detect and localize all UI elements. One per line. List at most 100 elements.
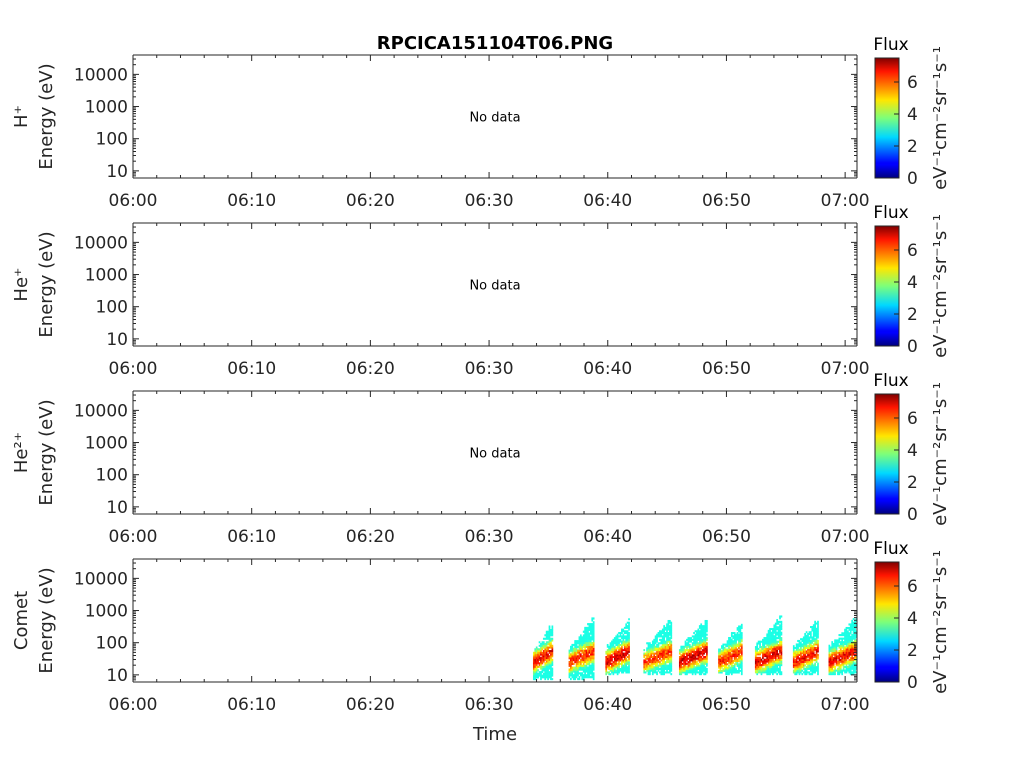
flux-cell bbox=[628, 657, 630, 660]
flux-cell bbox=[667, 619, 670, 622]
flux-cell bbox=[728, 636, 730, 639]
flux-cell bbox=[834, 673, 836, 676]
flux-cell bbox=[646, 652, 648, 655]
flux-cell bbox=[551, 678, 554, 681]
flux-cell bbox=[623, 647, 626, 650]
flux-cell bbox=[548, 650, 551, 653]
flux-cell bbox=[591, 642, 594, 645]
flux-cell bbox=[570, 677, 572, 681]
flux-cell bbox=[541, 653, 544, 656]
flux-cell bbox=[591, 638, 594, 641]
flux-cell bbox=[697, 630, 700, 633]
flux-cell bbox=[550, 653, 552, 656]
flux-cell bbox=[815, 666, 818, 669]
flux-cell bbox=[581, 677, 584, 681]
flux-cell bbox=[545, 648, 548, 651]
flux-cell bbox=[545, 676, 548, 679]
flux-cell bbox=[574, 677, 576, 681]
flux-cell bbox=[811, 636, 814, 639]
colorbar-units: eV⁻¹cm⁻²sr⁻¹s⁻¹ bbox=[930, 382, 951, 526]
flux-cell bbox=[688, 669, 691, 672]
flux-cell bbox=[628, 650, 630, 653]
flux-cell bbox=[774, 635, 777, 638]
flux-cell bbox=[592, 623, 595, 626]
flux-cell bbox=[852, 653, 855, 656]
flux-cell bbox=[613, 650, 616, 653]
flux-cell bbox=[581, 647, 584, 650]
y-tick-label: 1000 bbox=[85, 434, 128, 454]
flux-cell bbox=[697, 657, 700, 660]
flux-cell bbox=[832, 653, 835, 656]
flux-cell bbox=[854, 630, 856, 633]
flux-cell bbox=[577, 659, 579, 662]
flux-cell bbox=[844, 671, 846, 674]
flux-cell bbox=[831, 644, 834, 647]
flux-cell bbox=[680, 669, 683, 672]
flux-cell bbox=[738, 643, 740, 646]
flux-cell bbox=[774, 665, 777, 668]
flux-cell bbox=[535, 667, 538, 670]
flux-cell bbox=[538, 644, 541, 647]
flux-cell bbox=[681, 652, 684, 655]
flux-cell bbox=[730, 650, 733, 653]
flux-cell bbox=[831, 651, 834, 654]
flux-cell bbox=[779, 633, 781, 636]
flux-cell bbox=[815, 632, 818, 636]
flux-cell bbox=[572, 651, 575, 654]
flux-cell bbox=[706, 628, 708, 631]
flux-cell bbox=[766, 658, 769, 661]
flux-cell bbox=[797, 646, 799, 649]
flux-cell bbox=[582, 642, 585, 645]
flux-cell bbox=[589, 672, 592, 675]
flux-cell bbox=[687, 657, 690, 660]
flux-cell bbox=[657, 652, 660, 655]
x-tick-label: 06:10 bbox=[227, 359, 276, 379]
flux-cell bbox=[578, 653, 581, 656]
flux-cell bbox=[592, 624, 595, 628]
flux-cell bbox=[841, 673, 844, 676]
flux-cell bbox=[669, 631, 671, 635]
flux-cell bbox=[706, 637, 708, 640]
flux-cell bbox=[811, 648, 814, 651]
flux-cell bbox=[542, 637, 545, 640]
flux-cell bbox=[626, 625, 629, 628]
flux-cell bbox=[669, 643, 671, 647]
flux-cell bbox=[663, 659, 666, 662]
flux-cell bbox=[646, 647, 648, 650]
flux-cell bbox=[772, 667, 774, 670]
flux-cell bbox=[659, 638, 661, 641]
flux-cell bbox=[587, 628, 589, 631]
flux-cell bbox=[774, 637, 777, 640]
flux-cell bbox=[779, 665, 781, 668]
flux-cell bbox=[693, 635, 695, 638]
flux-cell bbox=[616, 659, 619, 662]
flux-cell bbox=[544, 643, 547, 646]
flux-cell bbox=[575, 660, 578, 664]
flux-cell bbox=[550, 660, 552, 663]
flux-cell bbox=[661, 650, 664, 653]
flux-cell bbox=[694, 638, 697, 641]
flux-cell bbox=[690, 637, 693, 640]
flux-cell bbox=[684, 668, 687, 671]
flux-cell bbox=[551, 660, 554, 663]
flux-cell bbox=[698, 630, 701, 633]
flux-cell bbox=[621, 664, 623, 667]
flux-cell bbox=[609, 645, 612, 648]
flux-cell bbox=[767, 664, 770, 667]
flux-cell bbox=[545, 641, 548, 644]
flux-cell bbox=[628, 647, 630, 650]
flux-cell bbox=[619, 650, 622, 653]
flux-cell bbox=[538, 648, 541, 651]
flux-cell bbox=[532, 676, 535, 679]
flux-cell bbox=[663, 640, 666, 643]
flux-cell bbox=[839, 669, 842, 672]
flux-cell bbox=[835, 657, 838, 660]
flux-cell bbox=[718, 664, 720, 667]
flux-cell bbox=[837, 641, 839, 644]
flux-cell bbox=[847, 635, 849, 638]
flux-cell bbox=[589, 649, 592, 652]
flux-cell bbox=[688, 654, 691, 657]
x-tick-label: 07:00 bbox=[821, 359, 870, 379]
flux-cell bbox=[570, 647, 572, 650]
